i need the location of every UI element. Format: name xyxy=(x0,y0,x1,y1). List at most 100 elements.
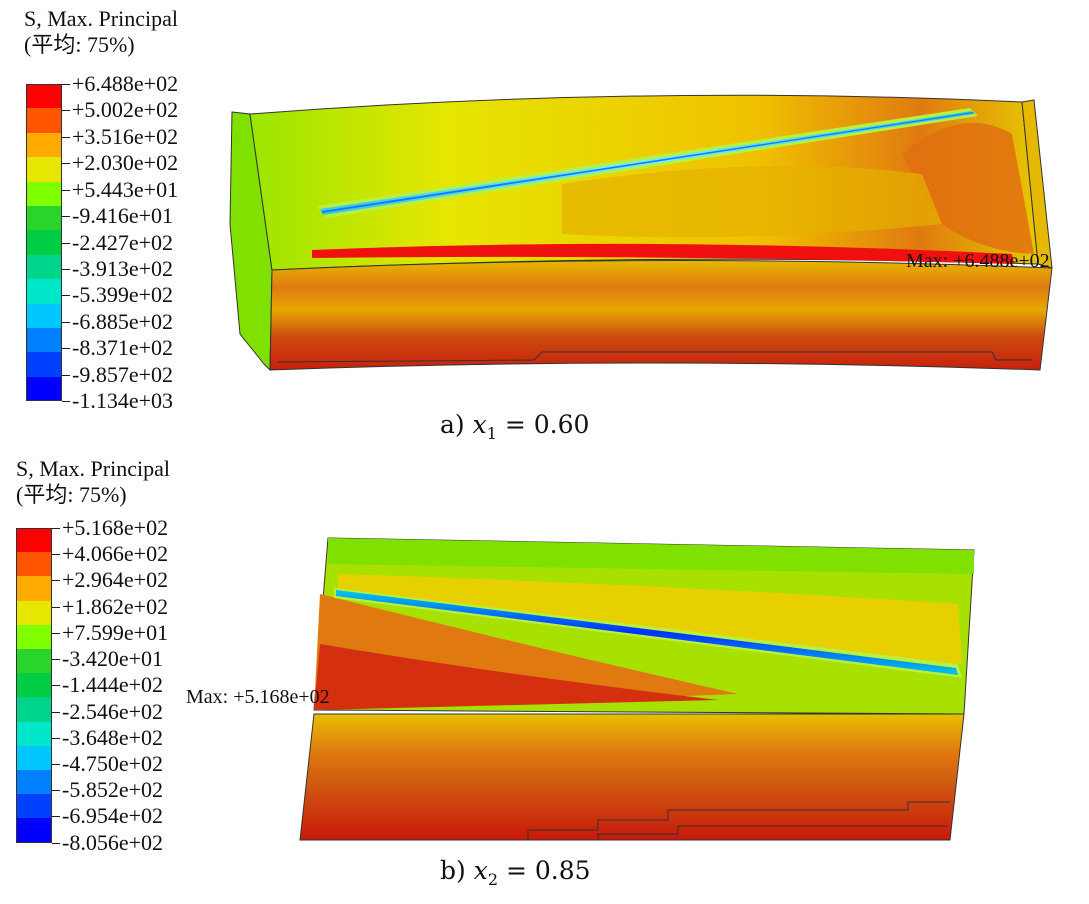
caption-sub-b: 2 xyxy=(487,870,499,889)
caption-prefix-a: a) xyxy=(440,410,465,439)
legend-label: -5.852e+02 xyxy=(62,777,163,802)
legend-title-b: S, Max. Principal (平均: 75%) xyxy=(16,456,170,508)
legend-swatch xyxy=(26,132,62,158)
legend-swatch xyxy=(26,279,62,304)
caption-prefix-b: b) xyxy=(440,856,466,885)
legend-label: -9.416e+01 xyxy=(72,203,173,228)
legend-swatch xyxy=(16,576,52,601)
legend-swatch xyxy=(26,254,62,280)
legend-tick xyxy=(62,110,70,111)
red-band-a xyxy=(312,243,1014,264)
legend-label: -6.954e+02 xyxy=(62,803,163,828)
legend-swatch xyxy=(26,376,62,402)
contour-plot-a xyxy=(229,94,1053,372)
caption-var-a: x xyxy=(472,410,487,439)
legend-tick xyxy=(52,738,60,739)
legend-label: -3.913e+02 xyxy=(72,256,173,281)
legend-label: -1.134e+03 xyxy=(72,388,173,413)
legend-swatch xyxy=(26,303,62,328)
legend-swatch xyxy=(16,624,52,649)
max-label-a: Max: +6.488e+02 xyxy=(906,250,1050,272)
legend-label: +6.488e+02 xyxy=(72,71,179,96)
legend-title-line1-b: S, Max. Principal xyxy=(16,456,170,481)
legend-title-line2-b: (平均: 75%) xyxy=(16,482,127,507)
legend-tick xyxy=(62,322,70,323)
legend-swatch xyxy=(26,84,62,109)
legend-swatch xyxy=(16,673,52,698)
legend-swatch xyxy=(16,745,52,770)
legend-swatch xyxy=(26,352,62,377)
legend-title-line1-a: S, Max. Principal xyxy=(24,6,178,31)
legend-tick xyxy=(62,401,70,402)
front-face-b xyxy=(299,713,965,841)
legend-swatch xyxy=(16,721,52,746)
legend-tick xyxy=(52,659,60,660)
legend-swatch xyxy=(16,600,52,625)
caption-value-a: = 0.60 xyxy=(504,410,590,439)
legend-tick xyxy=(52,607,60,608)
legend-swatch xyxy=(16,552,52,577)
caption-a: a) x1 = 0.60 xyxy=(440,410,589,443)
legend-tick xyxy=(52,528,60,529)
legend-tick xyxy=(62,375,70,376)
legend-tick xyxy=(62,190,70,191)
legend-swatch xyxy=(26,108,62,133)
legend-tick xyxy=(52,712,60,713)
legend-tick xyxy=(62,216,70,217)
legend-swatch xyxy=(16,528,52,553)
legend-label: -4.750e+02 xyxy=(62,751,163,776)
legend-swatch xyxy=(26,328,62,353)
legend-label: -2.427e+02 xyxy=(72,230,173,255)
legend-swatch xyxy=(26,230,62,255)
legend-swatch xyxy=(26,157,62,182)
legend-title-line2-a: (平均: 75%) xyxy=(24,32,135,57)
legend-tick xyxy=(52,554,60,555)
legend-label: -2.546e+02 xyxy=(62,699,163,724)
legend-tick xyxy=(52,790,60,791)
legend-label: -5.399e+02 xyxy=(72,282,173,307)
legend-swatch xyxy=(16,649,52,674)
legend-tick xyxy=(52,580,60,581)
legend-label: -8.056e+02 xyxy=(62,830,163,855)
legend-tick xyxy=(52,633,60,634)
legend-label: -8.371e+02 xyxy=(72,335,173,360)
legend-swatch xyxy=(16,794,52,819)
legend-tick xyxy=(62,84,70,85)
legend-label: -6.885e+02 xyxy=(72,309,173,334)
legend-swatch xyxy=(16,697,52,722)
legend-label: -3.420e+01 xyxy=(62,646,163,671)
legend-tick xyxy=(62,163,70,164)
legend-swatch xyxy=(16,818,52,843)
legend-label: -3.648e+02 xyxy=(62,725,163,750)
legend-swatch xyxy=(26,181,62,206)
legend-label: +2.030e+02 xyxy=(72,150,179,175)
legend-tick xyxy=(62,269,70,270)
legend-tick xyxy=(52,843,60,844)
front-face-a xyxy=(269,259,1053,371)
caption-var-b: x xyxy=(473,856,488,885)
legend-tick xyxy=(52,764,60,765)
legend-label: +2.964e+02 xyxy=(62,567,169,592)
legend-tick xyxy=(52,816,60,817)
legend-label: +1.862e+02 xyxy=(62,594,169,619)
caption-sub-a: 1 xyxy=(486,424,497,443)
legend-label: -9.857e+02 xyxy=(72,362,173,387)
legend-tick xyxy=(62,295,70,296)
contour-plot-b xyxy=(299,537,975,841)
max-label-b: Max: +5.168e+02 xyxy=(186,686,330,708)
legend-swatch xyxy=(16,770,52,795)
legend-label: +4.066e+02 xyxy=(62,541,169,566)
legend-label: +5.002e+02 xyxy=(72,97,179,122)
legend-title-a: S, Max. Principal (平均: 75%) xyxy=(24,6,178,58)
legend-tick xyxy=(62,137,70,138)
legend-tick xyxy=(62,243,70,244)
legend-label: +3.516e+02 xyxy=(72,124,179,149)
legend-label: +7.599e+01 xyxy=(62,620,169,645)
legend-tick xyxy=(62,348,70,349)
caption-value-b: = 0.85 xyxy=(505,856,591,885)
legend-label: +5.443e+01 xyxy=(72,177,179,202)
caption-b: b) x2 = 0.85 xyxy=(440,856,591,889)
legend-label: +5.168e+02 xyxy=(62,515,169,540)
legend-label: -1.444e+02 xyxy=(62,672,163,697)
legend-tick xyxy=(52,685,60,686)
